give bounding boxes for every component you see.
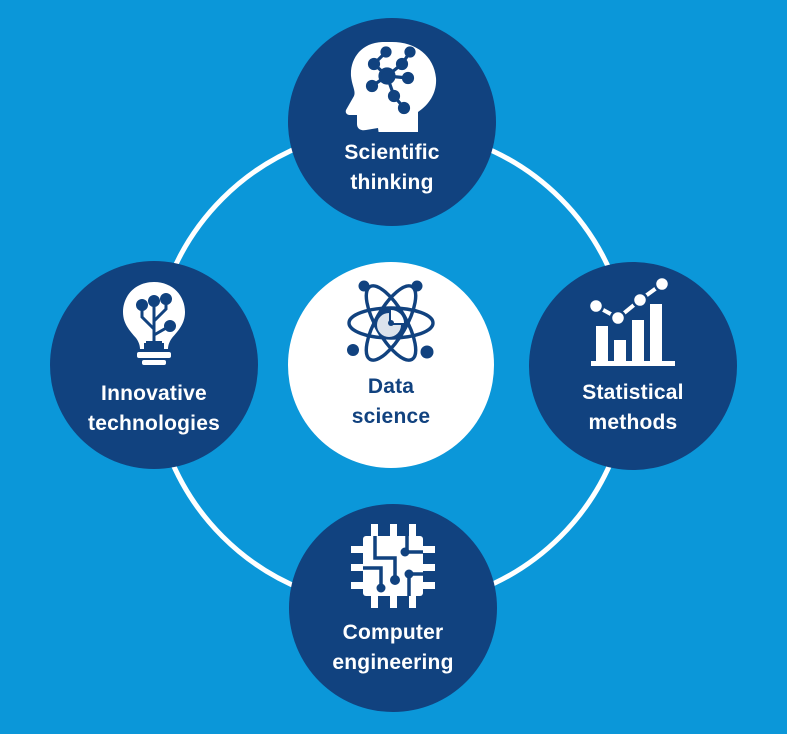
lightbulb-circuit-icon — [123, 282, 185, 365]
node-label-line2: engineering — [332, 651, 454, 674]
node-label-line1: Innovative — [101, 382, 207, 405]
circuit-chip-icon — [351, 524, 435, 608]
node-label-line1: Scientific — [344, 141, 440, 164]
node-label-line1: Statistical — [582, 381, 684, 404]
node-label: Statistical methods — [582, 378, 683, 438]
atom-pie-chart-icon — [347, 280, 435, 362]
node-label-line2: technologies — [88, 412, 220, 435]
node-label: Innovative technologies — [88, 379, 220, 439]
scientific-thinking-node: Scientific thinking — [288, 18, 496, 226]
node-label-line1: Computer — [342, 621, 444, 644]
node-label-line2: thinking — [350, 171, 434, 194]
computer-engineering-node: Computer engineering — [289, 504, 497, 712]
innovative-technologies-node: Innovative technologies — [50, 261, 258, 469]
bar-line-chart-icon — [588, 275, 675, 366]
node-label: Scientific thinking — [344, 138, 439, 198]
node-label-line1: Data — [367, 375, 415, 398]
node-label-line2: science — [351, 405, 431, 428]
node-label: Data science — [352, 372, 430, 432]
node-label-line2: methods — [588, 411, 678, 434]
brain-network-head-icon — [345, 42, 437, 132]
node-label: Computer engineering — [332, 618, 453, 678]
statistical-methods-node: Statistical methods — [529, 262, 737, 470]
data-science-node: Data science — [288, 262, 494, 468]
